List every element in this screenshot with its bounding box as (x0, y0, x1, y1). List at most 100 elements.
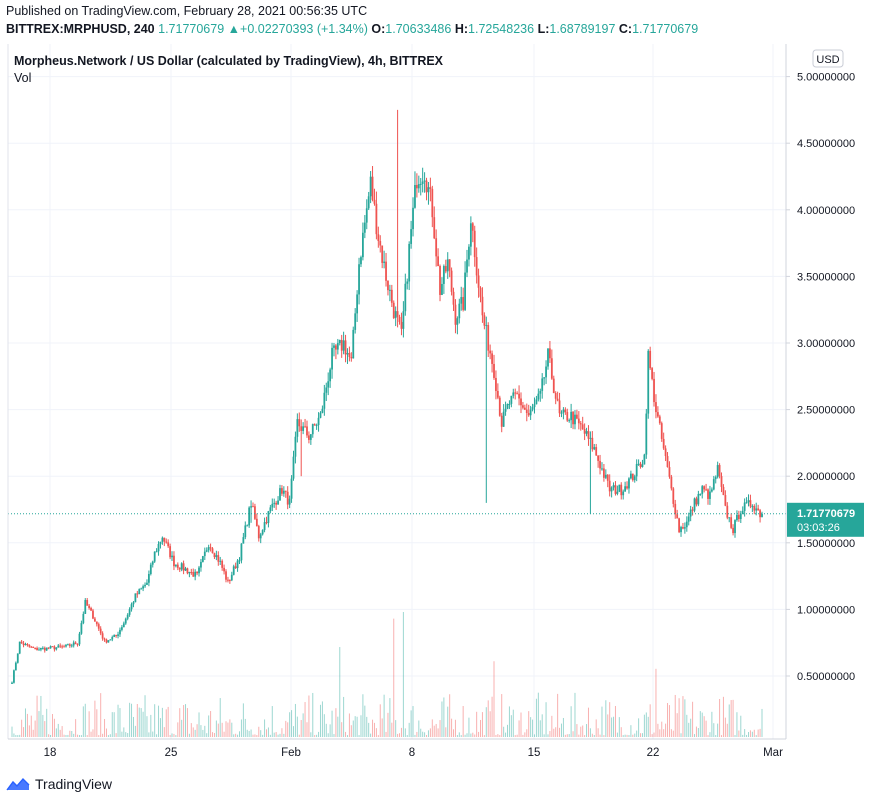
volume-bar (748, 732, 750, 737)
candle (153, 551, 156, 563)
volume-bar (360, 715, 362, 737)
candle (267, 510, 270, 528)
candle (269, 504, 272, 514)
candle-body (701, 486, 704, 494)
candle-body (361, 232, 364, 258)
volume-bar (667, 703, 669, 737)
candle (730, 513, 733, 530)
candle-body (20, 641, 23, 644)
volume-bar (200, 725, 202, 737)
volume-bar (713, 723, 715, 737)
candle-body (302, 426, 305, 431)
chart-frame[interactable]: 5.00000000 4.50000000 4.00000000 3.50000000… (0, 44, 876, 768)
candle (331, 342, 333, 379)
candle (512, 388, 515, 399)
candle-body (134, 593, 137, 603)
volume-bar (753, 729, 755, 737)
candle (288, 495, 291, 509)
candle (282, 486, 285, 497)
candle-body (504, 408, 507, 412)
candle-body (421, 181, 424, 184)
candle-body (545, 366, 547, 378)
candle-body (682, 527, 684, 529)
volume-bar (553, 728, 555, 737)
candle (49, 645, 52, 649)
candle-body (107, 640, 110, 643)
candle-body (547, 348, 549, 367)
candle-body (737, 514, 740, 520)
candle (685, 516, 688, 532)
volume-bar (138, 707, 140, 737)
volume-bar (751, 731, 753, 737)
volume-bar (717, 723, 719, 737)
candle (525, 403, 528, 422)
volume-bar (703, 716, 705, 737)
candle-body (22, 643, 25, 646)
candle (308, 431, 310, 444)
candle-body (510, 395, 513, 404)
volume-bar (314, 735, 316, 737)
volume-bar (489, 711, 491, 737)
volume-bar (356, 716, 358, 737)
volume-bar (165, 709, 167, 737)
volume-bar (653, 732, 655, 737)
volume-bar (665, 723, 667, 737)
candle (38, 647, 40, 651)
time-tick-label: 25 (165, 747, 178, 759)
candle-body (284, 490, 287, 492)
candle-body (439, 266, 441, 295)
volume-bar (296, 716, 298, 737)
candle (620, 482, 623, 500)
volume-bar (306, 722, 308, 737)
volume-bar (587, 707, 589, 737)
candle (76, 643, 79, 647)
candle-body (377, 234, 380, 242)
candle (232, 564, 235, 576)
candle-body (444, 266, 447, 272)
candle-body (65, 644, 67, 647)
candle-body (142, 586, 145, 589)
price-chart[interactable]: 5.00000000 4.50000000 4.00000000 3.50000000… (0, 44, 876, 768)
candle-body (176, 564, 179, 568)
volume-bar (127, 733, 129, 737)
currency-button[interactable]: USD (812, 49, 844, 68)
candle (531, 403, 534, 412)
candle-body (186, 568, 189, 574)
candle (533, 397, 536, 414)
candle (439, 264, 441, 302)
candle-body (539, 390, 542, 394)
candle (516, 391, 519, 395)
volume-bar (82, 706, 84, 737)
candle (387, 280, 389, 296)
volume-bar (678, 698, 680, 737)
candle (335, 343, 337, 360)
volume-bar (318, 731, 320, 737)
candle (550, 349, 553, 380)
volume-bar (92, 729, 94, 737)
volume-bar (505, 732, 507, 737)
volume-bar (564, 734, 566, 737)
volume-bar (19, 734, 21, 737)
volume-bar (481, 712, 483, 737)
candle-body (335, 345, 337, 350)
tradingview-logo-icon (6, 777, 30, 791)
volume-bar (256, 735, 258, 737)
candle (196, 571, 198, 576)
candle (111, 635, 114, 642)
candle-body (514, 392, 517, 394)
volume-bar (412, 706, 414, 737)
candle (429, 177, 432, 202)
candle-body (761, 513, 763, 518)
candle-body (491, 353, 493, 364)
volume-bar (345, 731, 347, 737)
footer[interactable]: TradingView (6, 776, 112, 792)
candle-body (620, 484, 623, 496)
candle (290, 475, 293, 503)
volume-bar (196, 724, 198, 737)
volume-bar (186, 708, 188, 737)
candle (188, 571, 191, 578)
volume-bar (212, 732, 214, 737)
candle (699, 493, 702, 496)
volume-bar (607, 714, 609, 737)
candle (718, 463, 721, 479)
